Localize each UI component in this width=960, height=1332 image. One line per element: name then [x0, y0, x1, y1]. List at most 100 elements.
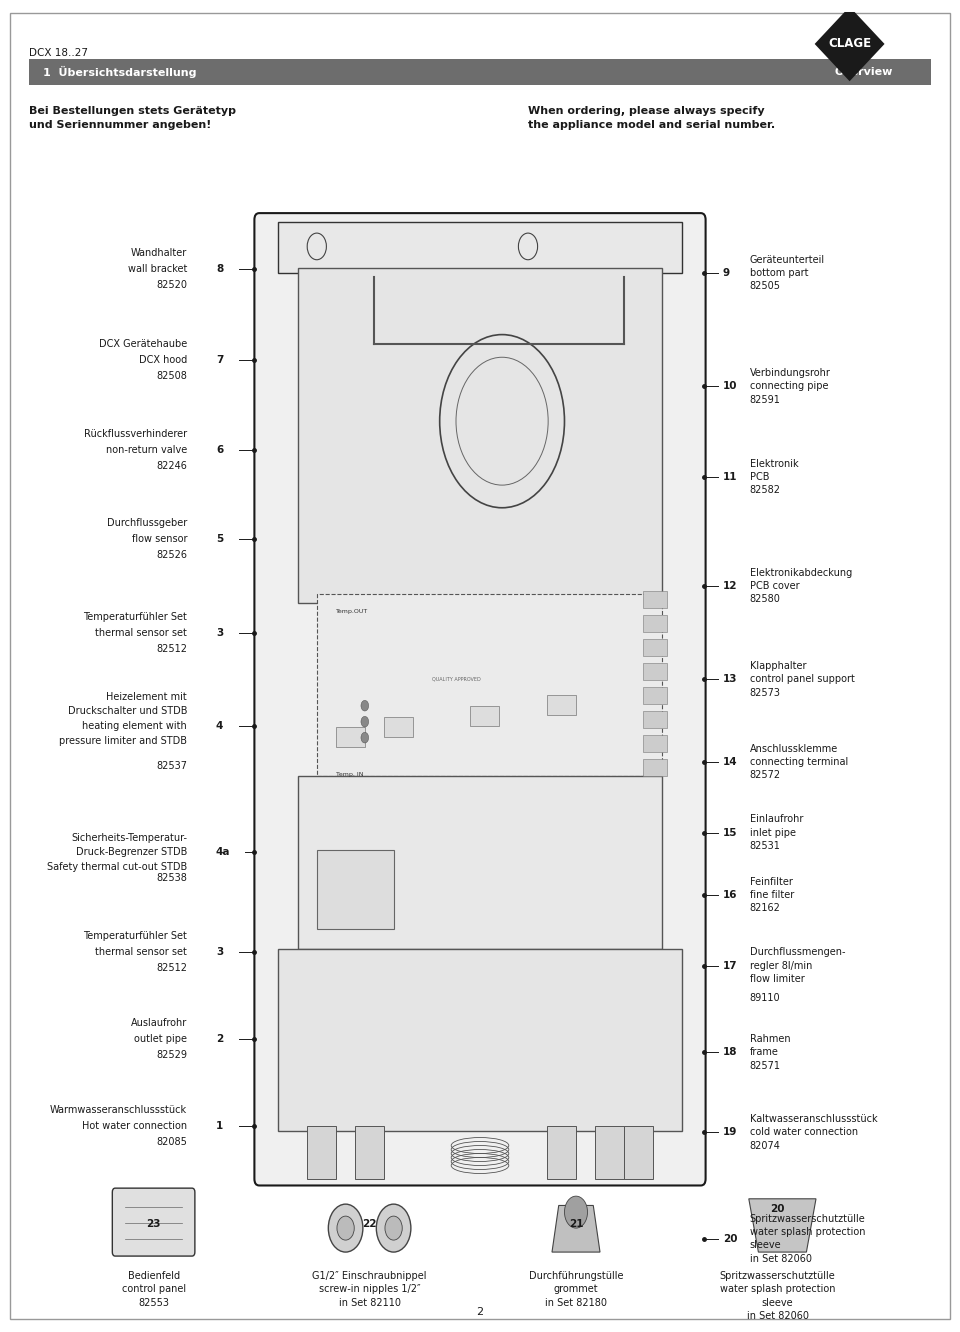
Text: 82537: 82537 [156, 761, 187, 771]
Text: 12: 12 [723, 581, 737, 591]
Text: Druck-Begrenzer STDB: Druck-Begrenzer STDB [76, 847, 187, 858]
FancyBboxPatch shape [298, 777, 662, 948]
Text: 8: 8 [216, 264, 224, 274]
Text: 2: 2 [476, 1307, 484, 1317]
Text: Temp. IN: Temp. IN [336, 773, 364, 777]
Text: 4: 4 [216, 721, 224, 731]
Text: water splash protection: water splash protection [750, 1227, 865, 1237]
FancyBboxPatch shape [355, 1126, 384, 1179]
Text: 9: 9 [723, 268, 730, 278]
Text: Druckschalter und STDB: Druckschalter und STDB [68, 706, 187, 717]
Text: sleeve: sleeve [762, 1297, 793, 1308]
Text: 13: 13 [723, 674, 737, 685]
FancyBboxPatch shape [317, 594, 662, 777]
FancyBboxPatch shape [643, 639, 667, 657]
Text: Temperaturfühler Set: Temperaturfühler Set [84, 611, 187, 622]
Text: fine filter: fine filter [750, 890, 794, 900]
FancyBboxPatch shape [643, 735, 667, 753]
FancyBboxPatch shape [547, 1126, 576, 1179]
Text: Geräteunterteil: Geräteunterteil [750, 254, 825, 265]
Text: 17: 17 [723, 960, 737, 971]
FancyBboxPatch shape [317, 850, 394, 930]
Text: Spritzwasserschutztülle: Spritzwasserschutztülle [720, 1271, 835, 1281]
Text: regler 8l/min: regler 8l/min [750, 960, 812, 971]
FancyBboxPatch shape [643, 711, 667, 729]
Text: 82526: 82526 [156, 550, 187, 561]
FancyBboxPatch shape [254, 213, 706, 1185]
Text: Durchflussmengen-: Durchflussmengen- [750, 947, 845, 958]
FancyBboxPatch shape [307, 1126, 336, 1179]
Text: Wandhalter: Wandhalter [131, 248, 187, 258]
Text: 82573: 82573 [750, 687, 780, 698]
Text: wall bracket: wall bracket [128, 264, 187, 274]
Text: Sicherheits-Temperatur-: Sicherheits-Temperatur- [71, 832, 187, 843]
Text: 3: 3 [216, 627, 224, 638]
Text: 82505: 82505 [750, 281, 780, 292]
Text: thermal sensor set: thermal sensor set [95, 947, 187, 958]
Text: flow limiter: flow limiter [750, 974, 804, 984]
Text: water splash protection: water splash protection [720, 1284, 835, 1295]
Text: Durchführungstülle: Durchführungstülle [529, 1271, 623, 1281]
Text: Temp.OUT: Temp.OUT [336, 609, 369, 614]
FancyBboxPatch shape [29, 59, 931, 85]
Text: DCX 18..27: DCX 18..27 [29, 48, 87, 59]
FancyBboxPatch shape [595, 1126, 624, 1179]
Text: 10: 10 [723, 381, 737, 392]
FancyBboxPatch shape [336, 727, 365, 747]
Text: Elektronik: Elektronik [750, 458, 799, 469]
Text: 82512: 82512 [156, 643, 187, 654]
Text: screw-in nipples 1/2″: screw-in nipples 1/2″ [319, 1284, 420, 1295]
Text: flow sensor: flow sensor [132, 534, 187, 545]
Text: 82085: 82085 [156, 1136, 187, 1147]
Text: 4a: 4a [216, 847, 230, 858]
Text: DCX Gerätehaube: DCX Gerätehaube [99, 338, 187, 349]
Text: 23: 23 [146, 1219, 161, 1229]
Text: Verbindungsrohr: Verbindungsrohr [750, 368, 830, 378]
Text: Auslaufrohr: Auslaufrohr [131, 1018, 187, 1028]
FancyBboxPatch shape [643, 663, 667, 681]
Polygon shape [815, 7, 884, 81]
Text: Elektronikabdeckung: Elektronikabdeckung [750, 567, 852, 578]
Polygon shape [552, 1205, 600, 1252]
Text: 1  Übersichtsdarstellung: 1 Übersichtsdarstellung [43, 65, 197, 79]
Text: connecting terminal: connecting terminal [750, 757, 848, 767]
Text: the appliance model and serial number.: the appliance model and serial number. [528, 120, 775, 131]
Circle shape [564, 1196, 588, 1228]
Text: Kaltwasseranschlussstück: Kaltwasseranschlussstück [750, 1114, 877, 1124]
Text: CLAGE: CLAGE [828, 37, 871, 51]
FancyBboxPatch shape [643, 591, 667, 609]
Text: 6: 6 [216, 445, 224, 456]
Text: 7: 7 [216, 354, 224, 365]
Text: in Set 82060: in Set 82060 [750, 1253, 812, 1264]
FancyBboxPatch shape [278, 222, 682, 273]
Text: pressure limiter and STDB: pressure limiter and STDB [60, 735, 187, 746]
FancyBboxPatch shape [643, 687, 667, 705]
FancyBboxPatch shape [384, 717, 413, 737]
Text: non-return valve: non-return valve [106, 445, 187, 456]
Text: Hot water connection: Hot water connection [82, 1120, 187, 1131]
Text: 19: 19 [723, 1127, 737, 1138]
FancyBboxPatch shape [643, 759, 667, 777]
Text: G1/2″ Einschraubnippel: G1/2″ Einschraubnippel [312, 1271, 427, 1281]
FancyBboxPatch shape [643, 615, 667, 633]
Text: Safety thermal cut-out STDB: Safety thermal cut-out STDB [47, 862, 187, 872]
Text: 11: 11 [723, 472, 737, 482]
Circle shape [361, 701, 369, 711]
Text: control panel support: control panel support [750, 674, 854, 685]
Text: 82531: 82531 [750, 840, 780, 851]
Text: 21: 21 [568, 1219, 584, 1229]
Text: 3: 3 [216, 947, 224, 958]
FancyBboxPatch shape [112, 1188, 195, 1256]
Circle shape [337, 1216, 354, 1240]
Text: 2: 2 [216, 1034, 224, 1044]
Text: connecting pipe: connecting pipe [750, 381, 828, 392]
Text: in Set 82180: in Set 82180 [545, 1297, 607, 1308]
Text: Rückflussverhinderer: Rückflussverhinderer [84, 429, 187, 440]
FancyBboxPatch shape [470, 706, 499, 726]
Text: outlet pipe: outlet pipe [134, 1034, 187, 1044]
Text: When ordering, please always specify: When ordering, please always specify [528, 105, 764, 116]
Text: QUALITY APPROVED: QUALITY APPROVED [432, 677, 481, 681]
Text: DCX hood: DCX hood [139, 354, 187, 365]
Text: 20: 20 [723, 1233, 737, 1244]
Text: 82582: 82582 [750, 485, 780, 496]
